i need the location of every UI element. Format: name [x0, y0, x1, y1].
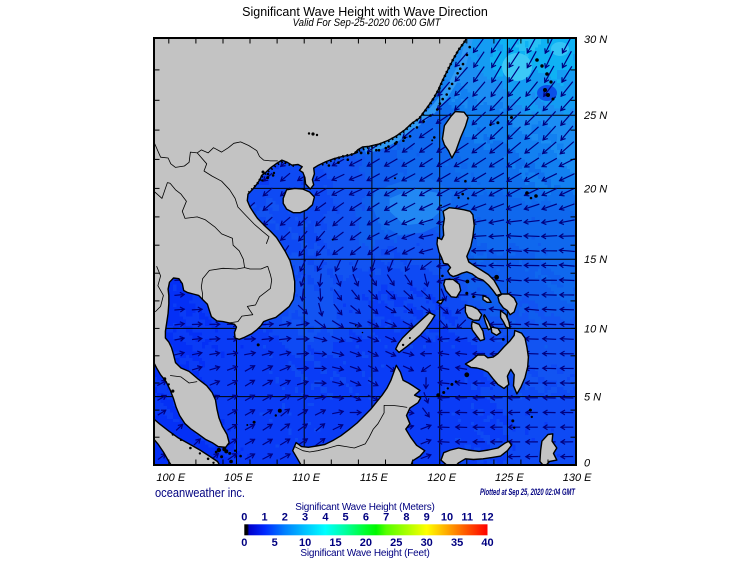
svg-text:6: 6: [363, 512, 369, 524]
svg-text:30: 30: [421, 537, 433, 549]
svg-text:8: 8: [403, 512, 409, 524]
svg-text:Valid For Sep-25-2020 06:00 GM: Valid For Sep-25-2020 06:00 GMT: [293, 17, 442, 29]
svg-text:Significant Wave Height with W: Significant Wave Height with Wave Direct…: [242, 5, 488, 19]
svg-text:105 E: 105 E: [224, 472, 253, 484]
svg-text:oceanweather inc.: oceanweather inc.: [155, 485, 245, 500]
svg-text:Significant Wave Height (Meter: Significant Wave Height (Meters): [295, 502, 434, 513]
svg-text:Plotted at Sep 25, 2020 02:04: Plotted at Sep 25, 2020 02:04 GMT: [480, 487, 576, 497]
svg-text:120 E: 120 E: [427, 472, 456, 484]
svg-text:0: 0: [241, 512, 247, 524]
svg-text:10: 10: [441, 512, 453, 524]
svg-text:30 N: 30 N: [584, 34, 607, 46]
svg-text:2: 2: [282, 512, 288, 524]
svg-text:115 E: 115 E: [360, 472, 389, 484]
svg-text:130 E: 130 E: [563, 472, 592, 484]
svg-text:15: 15: [329, 537, 341, 549]
svg-text:9: 9: [424, 512, 430, 524]
svg-text:7: 7: [383, 512, 389, 524]
svg-text:11: 11: [461, 512, 473, 524]
svg-text:12: 12: [481, 512, 493, 524]
svg-text:10: 10: [299, 537, 311, 549]
svg-text:100 E: 100 E: [156, 472, 185, 484]
svg-text:0: 0: [584, 458, 591, 470]
svg-text:5 N: 5 N: [584, 392, 601, 404]
svg-text:40: 40: [481, 537, 493, 549]
svg-text:4: 4: [322, 512, 329, 524]
svg-text:10 N: 10 N: [584, 323, 607, 335]
svg-text:Significant Wave Height (Feet): Significant Wave Height (Feet): [300, 548, 429, 559]
svg-text:110 E: 110 E: [292, 472, 321, 484]
svg-text:20 N: 20 N: [583, 183, 607, 195]
svg-text:5: 5: [343, 512, 349, 524]
svg-text:1: 1: [262, 512, 268, 524]
svg-text:3: 3: [302, 512, 308, 524]
svg-text:25: 25: [390, 537, 402, 549]
svg-text:20: 20: [360, 537, 372, 549]
svg-text:25 N: 25 N: [583, 110, 607, 122]
svg-text:15 N: 15 N: [584, 254, 607, 266]
svg-text:5: 5: [272, 537, 278, 549]
svg-text:35: 35: [451, 537, 463, 549]
svg-text:0: 0: [241, 537, 247, 549]
svg-text:125 E: 125 E: [495, 472, 524, 484]
